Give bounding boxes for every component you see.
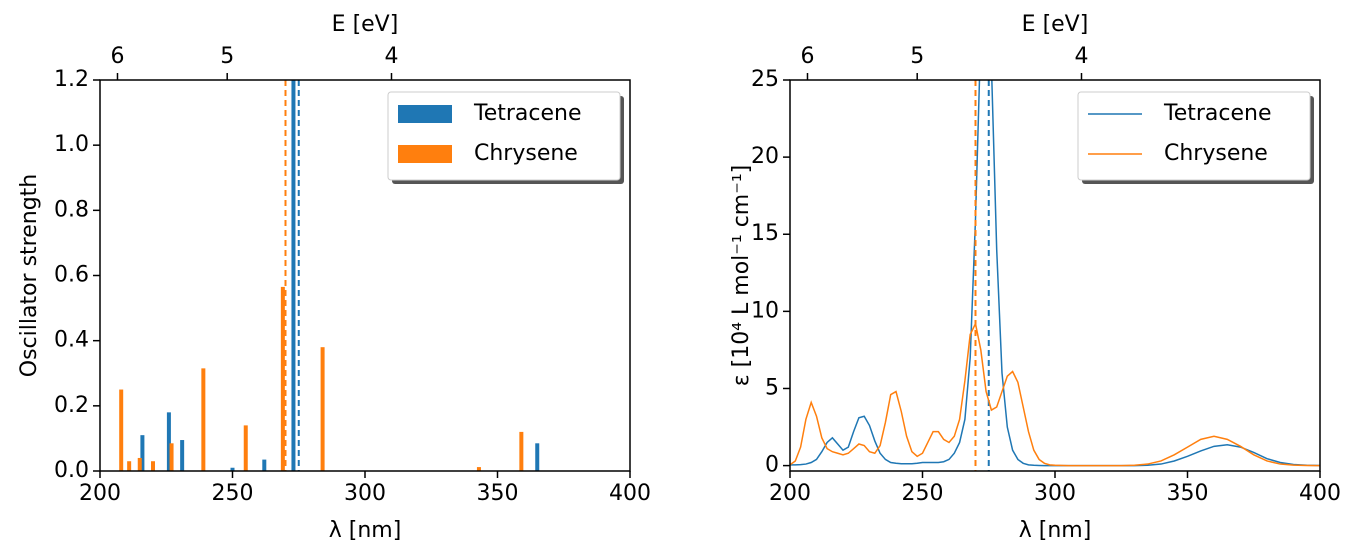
bar xyxy=(127,461,132,471)
x-axis-label: λ [nm] xyxy=(329,518,402,543)
axes-frame xyxy=(99,79,631,472)
bar xyxy=(535,443,540,471)
bar xyxy=(201,368,206,471)
x2-axis-label: E [eV] xyxy=(332,12,399,37)
x2-tick-label: 6 xyxy=(110,44,124,69)
bar xyxy=(320,347,325,471)
y-tick-label: 0.8 xyxy=(54,197,89,222)
line xyxy=(790,321,1320,467)
y-tick-label: 1.2 xyxy=(54,67,89,92)
x-tick-label: 350 xyxy=(1167,481,1209,506)
bar xyxy=(519,431,524,471)
x-tick-label: 300 xyxy=(344,481,386,506)
y-tick-label: 0.4 xyxy=(54,328,89,353)
bar xyxy=(166,412,171,471)
x-axis-label: λ [nm] xyxy=(1019,518,1092,543)
y-tick-label: 0.6 xyxy=(54,263,89,288)
bar xyxy=(169,443,174,471)
x-tick-label: 200 xyxy=(769,481,811,506)
y-tick-label: 25 xyxy=(751,67,779,92)
x-tick-label: 250 xyxy=(902,481,944,506)
y-tick-label: 0.2 xyxy=(54,393,89,418)
x-tick-label: 400 xyxy=(609,481,651,506)
legend-label: Chrysene xyxy=(1164,141,1268,166)
y-axis-label: Oscillator strength xyxy=(17,174,42,377)
y-tick-label: 20 xyxy=(751,144,779,169)
x2-tick-label: 6 xyxy=(800,44,814,69)
bar xyxy=(291,80,296,471)
x-tick-label: 250 xyxy=(212,481,254,506)
x-tick-label: 400 xyxy=(1299,481,1341,506)
line xyxy=(790,80,1320,467)
x-tick-label: 200 xyxy=(79,481,121,506)
y-axis-label: ε [10⁴ L mol⁻¹ cm⁻¹] xyxy=(729,165,754,387)
bar xyxy=(151,461,155,471)
plot-area xyxy=(790,80,1320,471)
bar xyxy=(476,467,481,471)
x2-tick-label: 4 xyxy=(1075,44,1089,69)
x2-tick-label: 5 xyxy=(910,44,924,69)
bar xyxy=(280,286,285,471)
x2-axis-label: E [eV] xyxy=(1022,12,1089,37)
legend-swatch xyxy=(398,145,452,163)
axes-frame xyxy=(789,79,1321,472)
y-tick-label: 10 xyxy=(751,298,779,323)
x-tick-label: 300 xyxy=(1034,481,1076,506)
bar xyxy=(262,459,267,471)
legend-label: Tetracene xyxy=(1163,101,1272,126)
bar xyxy=(140,435,145,471)
bar xyxy=(119,389,124,471)
x2-tick-label: 5 xyxy=(220,44,234,69)
bar xyxy=(137,457,142,471)
y-tick-label: 0 xyxy=(765,453,779,478)
bar xyxy=(180,440,185,471)
y-tick-label: 15 xyxy=(751,221,779,246)
y-tick-label: 0.0 xyxy=(54,458,89,483)
bar xyxy=(230,467,235,471)
x2-tick-label: 4 xyxy=(385,44,399,69)
x-tick-label: 350 xyxy=(477,481,519,506)
legend-label: Chrysene xyxy=(474,141,578,166)
legend-label: Tetracene xyxy=(473,101,582,126)
y-tick-label: 5 xyxy=(765,375,779,400)
plot-area xyxy=(119,80,540,471)
bar xyxy=(243,425,248,471)
legend-swatch xyxy=(398,105,452,123)
y-tick-label: 1.0 xyxy=(54,132,89,157)
